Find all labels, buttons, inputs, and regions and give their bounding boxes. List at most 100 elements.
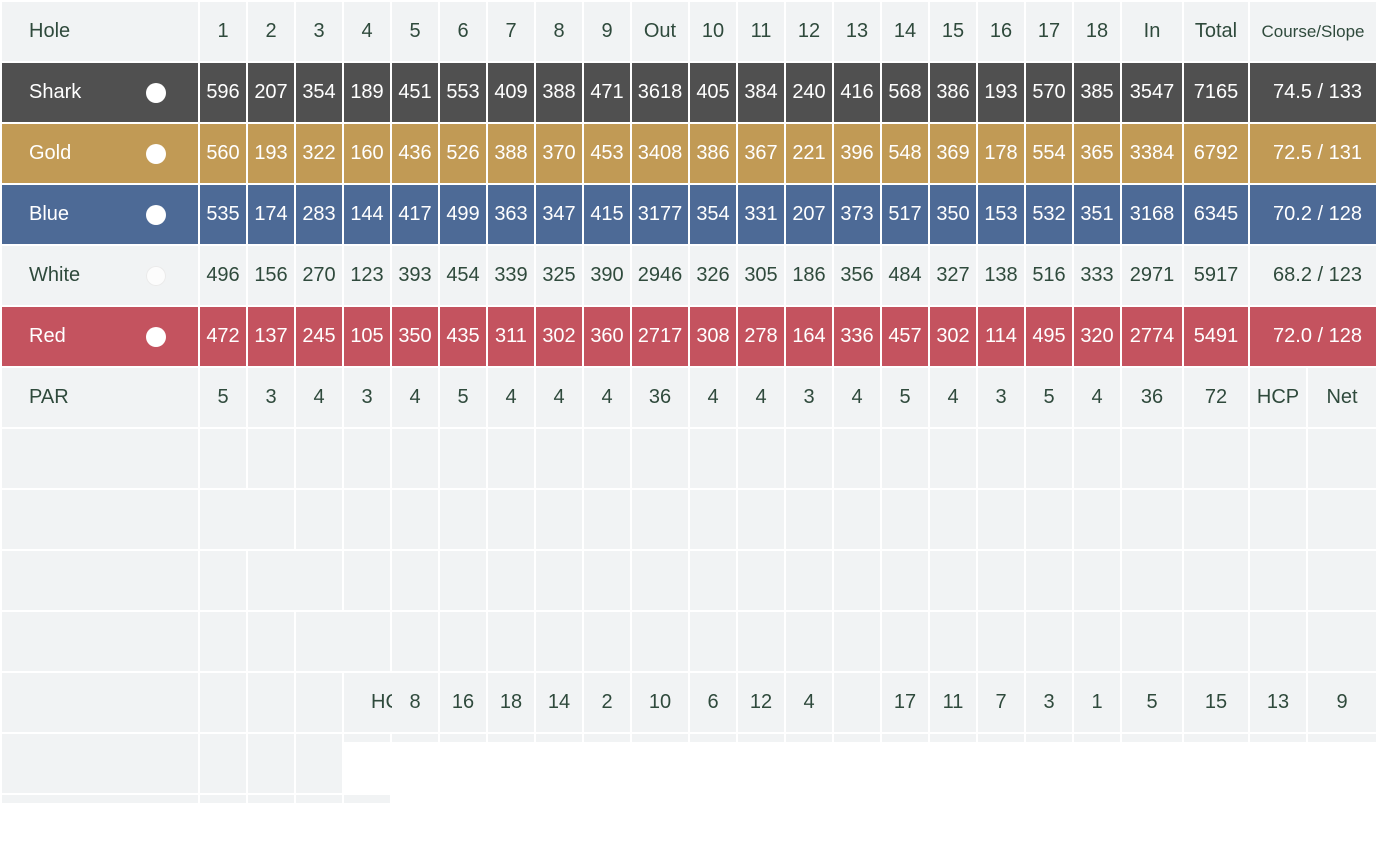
yardage-total: 6792 — [1184, 124, 1248, 183]
score-entry-cell[interactable] — [1074, 551, 1120, 610]
score-entry-cell[interactable] — [344, 490, 390, 549]
score-entry-cell[interactable] — [392, 429, 438, 488]
score-entry-cell[interactable] — [1250, 612, 1306, 671]
score-entry-cell[interactable] — [930, 429, 976, 488]
tee-marker-icon — [146, 82, 166, 103]
score-entry-cell[interactable] — [296, 551, 342, 610]
score-entry-cell[interactable] — [738, 551, 784, 610]
score-entry-cell[interactable] — [2, 490, 198, 549]
score-entry-cell[interactable] — [392, 551, 438, 610]
score-entry-cell[interactable] — [632, 490, 688, 549]
score-entry-cell[interactable] — [978, 551, 1024, 610]
score-entry-cell[interactable] — [978, 429, 1024, 488]
score-entry-cell[interactable] — [392, 612, 438, 671]
score-entry-cell[interactable] — [200, 612, 246, 671]
score-entry-cell[interactable] — [690, 490, 736, 549]
score-entry-cell[interactable] — [1184, 551, 1248, 610]
score-entry-cell[interactable] — [488, 551, 534, 610]
score-entry-cell[interactable] — [344, 429, 390, 488]
score-entry-cell[interactable] — [440, 612, 486, 671]
score-entry-cell[interactable] — [738, 429, 784, 488]
score-entry-cell[interactable] — [392, 490, 438, 549]
score-entry-cell[interactable] — [1074, 429, 1120, 488]
score-entry-cell[interactable] — [1308, 490, 1376, 549]
score-entry-cell[interactable] — [978, 490, 1024, 549]
score-entry-cell[interactable] — [2, 673, 198, 732]
score-entry-cell[interactable] — [834, 429, 880, 488]
score-entry-cell[interactable] — [1184, 612, 1248, 671]
score-entry-cell[interactable] — [1308, 551, 1376, 610]
score-entry-cell[interactable] — [584, 551, 630, 610]
score-entry-cell[interactable] — [440, 551, 486, 610]
player-name-cell[interactable] — [2, 429, 198, 488]
score-entry-cell[interactable] — [1250, 490, 1306, 549]
score-entry-cell[interactable] — [296, 490, 342, 549]
score-entry-cell[interactable] — [834, 551, 880, 610]
score-entry-cell[interactable] — [834, 490, 880, 549]
score-entry-cell[interactable] — [536, 490, 582, 549]
score-entry-cell[interactable] — [738, 490, 784, 549]
score-entry-cell[interactable] — [690, 612, 736, 671]
score-entry-cell[interactable] — [248, 490, 294, 549]
score-entry-cell[interactable] — [1250, 551, 1306, 610]
score-entry-cell[interactable] — [2, 612, 198, 671]
score-entry-cell[interactable] — [584, 612, 630, 671]
partial-row-cell — [248, 795, 294, 803]
score-entry-cell[interactable] — [834, 612, 880, 671]
score-entry-cell[interactable] — [882, 429, 928, 488]
score-entry-cell[interactable] — [536, 612, 582, 671]
score-entry-cell[interactable] — [248, 612, 294, 671]
score-entry-cell[interactable] — [344, 612, 390, 671]
score-entry-cell[interactable] — [1026, 490, 1072, 549]
score-entry-cell[interactable] — [248, 429, 294, 488]
score-entry-cell[interactable] — [248, 673, 294, 732]
score-entry-cell[interactable] — [738, 612, 784, 671]
score-entry-cell[interactable] — [632, 429, 688, 488]
score-entry-cell[interactable] — [488, 429, 534, 488]
score-entry-cell[interactable] — [296, 429, 342, 488]
score-entry-cell[interactable] — [786, 490, 832, 549]
score-entry-cell[interactable] — [690, 551, 736, 610]
score-entry-cell[interactable] — [1184, 490, 1248, 549]
score-entry-cell[interactable] — [584, 429, 630, 488]
score-entry-cell[interactable] — [786, 551, 832, 610]
score-entry-cell[interactable] — [488, 612, 534, 671]
score-entry-cell[interactable] — [536, 429, 582, 488]
score-entry-cell[interactable] — [296, 673, 342, 732]
score-entry-cell[interactable] — [786, 612, 832, 671]
score-entry-cell[interactable] — [2, 551, 198, 610]
score-entry-cell[interactable] — [488, 490, 534, 549]
score-entry-cell[interactable] — [1026, 612, 1072, 671]
score-entry-cell[interactable] — [1250, 429, 1306, 488]
score-entry-cell[interactable] — [440, 429, 486, 488]
score-entry-cell[interactable] — [1074, 612, 1120, 671]
score-entry-cell[interactable] — [1026, 429, 1072, 488]
score-entry-cell[interactable] — [690, 429, 736, 488]
score-entry-cell[interactable] — [200, 551, 246, 610]
score-entry-cell[interactable] — [632, 612, 688, 671]
score-entry-cell[interactable] — [1074, 490, 1120, 549]
score-entry-cell[interactable] — [882, 490, 928, 549]
score-entry-cell[interactable] — [632, 551, 688, 610]
score-entry-cell[interactable] — [1026, 551, 1072, 610]
score-entry-cell[interactable] — [786, 429, 832, 488]
score-entry-cell[interactable] — [584, 490, 630, 549]
score-entry-cell[interactable] — [882, 551, 928, 610]
score-entry-cell[interactable] — [930, 612, 976, 671]
score-entry-cell[interactable] — [1122, 429, 1182, 488]
score-entry-cell[interactable] — [200, 673, 246, 732]
score-entry-cell[interactable] — [1308, 429, 1376, 488]
score-entry-cell[interactable] — [200, 429, 246, 488]
score-entry-cell[interactable] — [1122, 612, 1182, 671]
score-entry-cell[interactable] — [1122, 551, 1182, 610]
score-entry-cell[interactable] — [978, 612, 1024, 671]
score-entry-cell[interactable] — [1184, 429, 1248, 488]
score-entry-cell[interactable] — [1308, 612, 1376, 671]
score-entry-cell[interactable] — [882, 612, 928, 671]
score-entry-cell[interactable] — [930, 551, 976, 610]
score-entry-cell[interactable] — [1122, 490, 1182, 549]
score-entry-cell[interactable] — [440, 490, 486, 549]
score-entry-cell[interactable] — [930, 490, 976, 549]
score-entry-cell[interactable] — [344, 551, 390, 610]
score-entry-cell[interactable] — [536, 551, 582, 610]
